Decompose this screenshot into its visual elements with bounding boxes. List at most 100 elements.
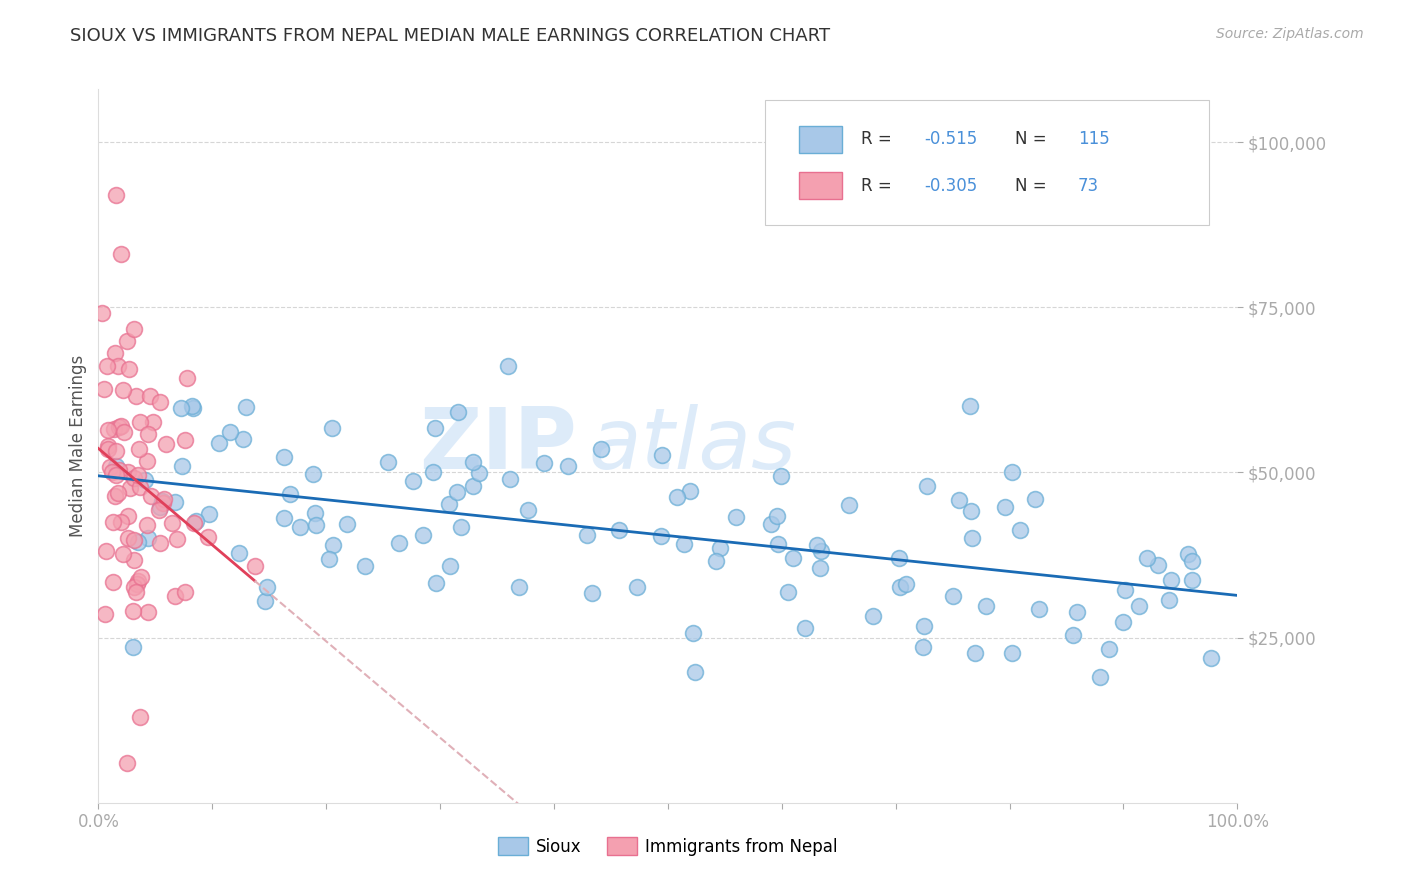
Point (232, 433, 254, 447)
Point (450, 519, 472, 533)
Point (152, 492, 174, 507)
Bar (799, 126, 842, 153)
Point (93, 382, 115, 396)
Point (1001, 465, 1024, 479)
Text: -0.515: -0.515 (924, 130, 977, 148)
Point (134, 474, 156, 488)
Point (117, 508, 139, 523)
Point (122, 553, 145, 567)
Point (149, 536, 172, 550)
Point (136, 605, 159, 619)
Point (122, 604, 145, 618)
Point (887, 550, 910, 565)
Point (1160, 573, 1182, 587)
Point (960, 532, 983, 546)
Point (104, 458, 127, 473)
Point (135, 518, 157, 533)
Point (112, 425, 135, 440)
Point (107, 420, 129, 434)
Point (152, 496, 174, 510)
Point (461, 478, 484, 492)
Point (273, 511, 295, 525)
Point (127, 535, 149, 549)
Point (782, 550, 804, 565)
Point (305, 518, 328, 533)
Point (94, 607, 117, 621)
Point (496, 359, 519, 373)
Point (139, 389, 162, 403)
Point (150, 494, 173, 508)
Point (128, 480, 150, 494)
Point (1157, 592, 1180, 607)
Point (508, 580, 530, 594)
Point (808, 561, 831, 575)
Point (626, 580, 648, 594)
Point (336, 516, 359, 531)
Point (679, 483, 702, 498)
Point (128, 442, 150, 457)
Point (122, 533, 145, 548)
Text: N =: N = (1015, 177, 1052, 194)
Point (1114, 582, 1136, 597)
Point (1062, 628, 1084, 642)
Point (105, 467, 128, 482)
Point (959, 400, 981, 414)
Point (118, 361, 141, 376)
Point (112, 547, 135, 561)
Text: Source: ZipAtlas.com: Source: ZipAtlas.com (1216, 27, 1364, 41)
Point (838, 499, 860, 513)
Point (439, 497, 461, 511)
Point (117, 531, 139, 545)
Point (122, 581, 145, 595)
Point (709, 541, 731, 555)
Point (682, 626, 704, 640)
Point (122, 470, 145, 484)
Point (118, 481, 141, 495)
Point (155, 437, 177, 451)
Point (1024, 492, 1046, 507)
Point (650, 529, 672, 543)
Point (499, 472, 522, 486)
Point (129, 415, 152, 429)
Point (103, 422, 125, 436)
Point (1199, 651, 1222, 665)
Point (810, 543, 832, 558)
Point (589, 442, 612, 456)
Point (948, 493, 970, 508)
Point (685, 665, 707, 679)
Point (149, 394, 172, 409)
Point (607, 524, 630, 538)
Point (401, 474, 423, 488)
Text: R =: R = (862, 130, 897, 148)
Point (172, 459, 194, 474)
Point (321, 421, 343, 435)
Point (104, 188, 127, 202)
Point (666, 491, 689, 505)
Point (173, 434, 195, 448)
Point (129, 570, 152, 584)
Point (142, 415, 165, 429)
Point (468, 466, 491, 480)
Point (139, 489, 162, 503)
Point (912, 640, 935, 655)
Point (318, 552, 340, 566)
Point (516, 503, 538, 517)
Point (301, 467, 323, 481)
Point (672, 537, 695, 551)
Point (974, 599, 997, 613)
Point (322, 538, 344, 552)
Point (219, 425, 242, 439)
Point (105, 444, 128, 458)
Bar (799, 172, 842, 199)
Point (235, 400, 257, 414)
Point (181, 401, 204, 415)
FancyBboxPatch shape (765, 100, 1209, 225)
Point (1028, 602, 1050, 616)
Text: -0.305: -0.305 (924, 177, 977, 194)
Text: 73: 73 (1078, 177, 1099, 194)
Point (111, 383, 134, 397)
Point (725, 509, 748, 524)
Point (96, 544, 118, 558)
Point (181, 399, 204, 413)
Point (107, 359, 129, 373)
